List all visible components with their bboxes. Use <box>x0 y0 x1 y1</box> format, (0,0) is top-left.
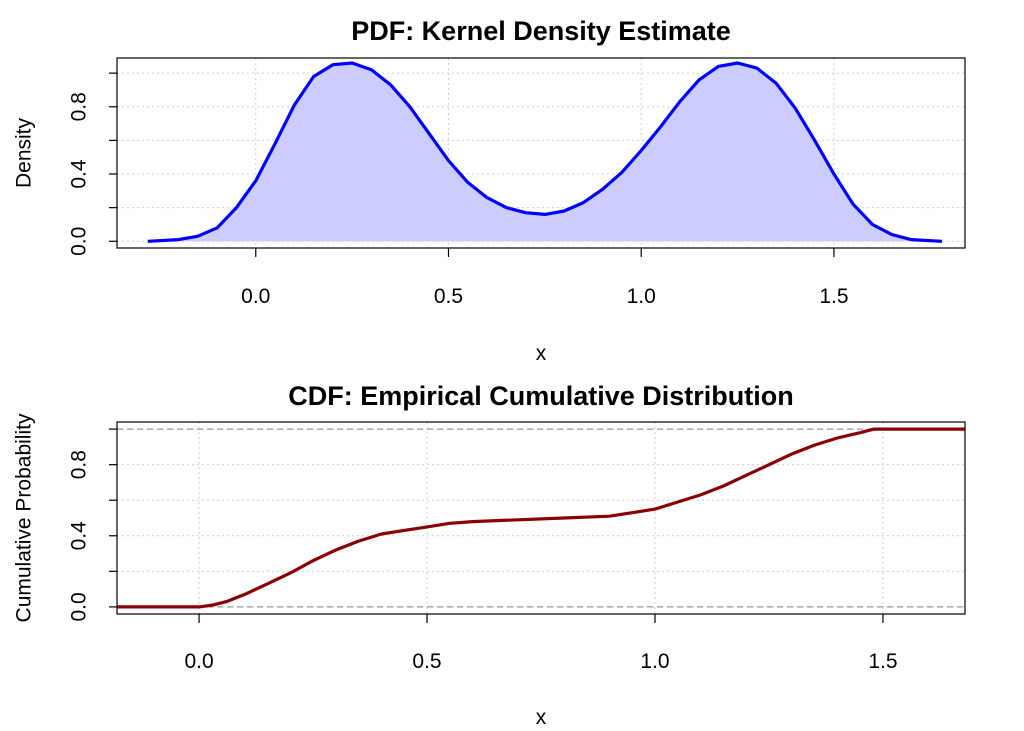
cdf-ecdf-line <box>117 427 965 609</box>
cdf-plot-frame <box>116 421 966 615</box>
y-tick-label: 0.0 <box>68 227 91 256</box>
pdf-density-fill <box>147 63 942 242</box>
cdf-reference-lines <box>117 428 965 608</box>
x-tick-label: 1.5 <box>819 285 848 308</box>
cdf-chart-title: CDF: Empirical Cumulative Distribution <box>288 381 794 411</box>
cdf-y-axis-label: Cumulative Probability <box>13 413 36 622</box>
y-tick-label: 0.0 <box>68 592 91 621</box>
cdf-panel: 0.0 0.5 1.0 1.5 0.0 0.4 0.8 CDF: Empirical Cu… <box>13 381 966 729</box>
cdf-x-axis: 0.0 0.5 1.0 1.5 <box>184 614 898 673</box>
pdf-density-line <box>147 61 942 243</box>
pdf-y-axis-label: Density <box>13 117 36 188</box>
pdf-y-axis: 0.0 0.4 0.8 <box>68 72 117 256</box>
y-tick-label: 0.4 <box>68 521 91 551</box>
pdf-chart-title: PDF: Kernel Density Estimate <box>351 16 731 46</box>
x-tick-label: 0.0 <box>184 650 213 673</box>
y-tick-label: 0.8 <box>68 450 91 479</box>
cdf-y-axis: 0.0 0.4 0.8 <box>68 428 117 621</box>
x-tick-label: 1.0 <box>640 650 669 673</box>
pdf-x-axis-label: x <box>536 342 547 365</box>
cdf-x-axis-label: x <box>536 706 547 729</box>
x-tick-label: 0.5 <box>412 650 441 673</box>
x-tick-label: 1.5 <box>868 650 897 673</box>
x-tick-label: 0.0 <box>241 285 270 308</box>
pdf-plot-frame <box>116 57 966 249</box>
pdf-panel: 0.0 0.5 1.0 1.5 0.0 0.4 0.8 PDF: Kernel Densi… <box>13 16 966 365</box>
x-tick-label: 1.0 <box>627 285 656 308</box>
y-tick-label: 0.4 <box>68 159 91 189</box>
x-tick-label: 0.5 <box>434 285 463 308</box>
pdf-x-axis: 0.0 0.5 1.0 1.5 <box>241 248 849 308</box>
y-tick-label: 0.8 <box>68 92 91 121</box>
